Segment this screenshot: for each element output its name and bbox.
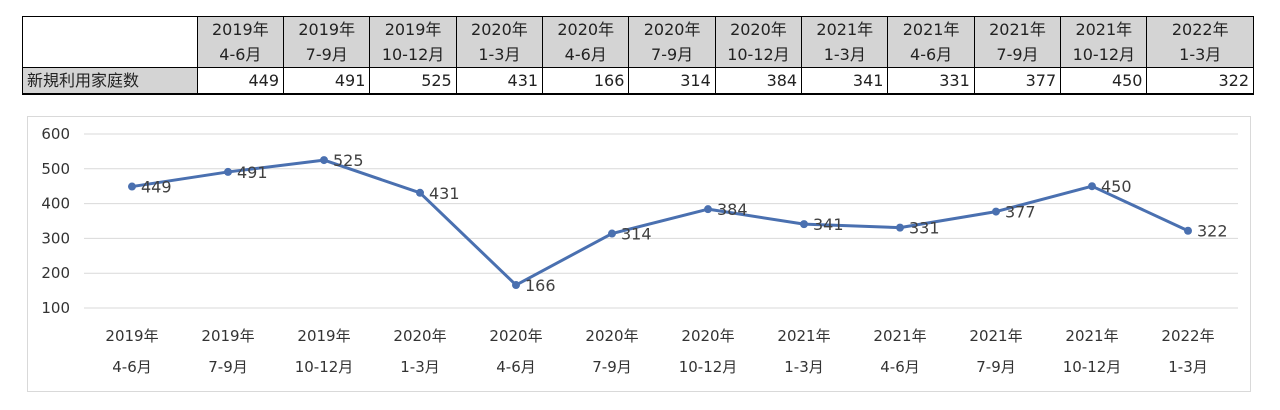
table-header-period: 4-6月 <box>887 42 975 68</box>
y-tick-label: 300 <box>41 229 70 247</box>
data-label: 377 <box>1005 203 1036 222</box>
table-cell-value: 491 <box>283 67 371 95</box>
table-cell-value: 377 <box>973 67 1062 95</box>
table-header-year: 2021年 <box>1060 16 1148 42</box>
table-header-year: 2019年 <box>283 16 371 42</box>
x-tick-label-period: 7-9月 <box>592 358 632 376</box>
table-cell-value: 449 <box>196 67 285 95</box>
x-tick-label-year: 2020年 <box>393 327 446 345</box>
table-corner-cell <box>22 16 198 68</box>
data-point <box>704 205 712 214</box>
data-label: 166 <box>525 276 556 295</box>
x-tick-label-period: 4-6月 <box>112 358 152 376</box>
table-header-period: 4-6月 <box>542 42 630 68</box>
data-label: 525 <box>333 151 364 170</box>
table-cell-value: 166 <box>542 67 630 95</box>
table-header-year: 2019年 <box>369 16 457 42</box>
table-header-period: 10-12月 <box>714 42 803 68</box>
data-point <box>1088 182 1096 191</box>
table-cell-value: 331 <box>887 67 975 95</box>
data-label: 331 <box>909 219 940 238</box>
data-label: 431 <box>429 184 460 203</box>
x-tick-label-year: 2019年 <box>201 327 254 345</box>
table-header-period: 7-9月 <box>628 42 716 68</box>
table-row-label: 新規利用家庭数 <box>22 67 198 95</box>
table-header-period: 10-12月 <box>1060 42 1148 68</box>
data-point <box>608 229 616 238</box>
series-line <box>131 158 1189 287</box>
table-cell-value: 525 <box>369 67 457 95</box>
x-tick-label-year: 2019年 <box>105 327 158 345</box>
data-point <box>224 167 232 176</box>
table-header-year: 2020年 <box>542 16 630 42</box>
x-tick-label-period: 7-9月 <box>208 358 248 376</box>
y-tick-label: 100 <box>41 299 70 317</box>
x-tick-label-period: 4-6月 <box>880 358 920 376</box>
table-header-year-row: 2019年 2019年 2019年 2020年 2020年 2020年 2020年 2021年… <box>22 16 1254 68</box>
table-header-period: 1-3月 <box>801 42 889 68</box>
data-label: 384 <box>717 200 748 219</box>
table-header-period-row: 4-6月 7-9月 10-12月 1-3月 4-6月 7-9月 10-12月 1-3月 4-6月… <box>23 42 1254 68</box>
table-header-year: 2022年 <box>1146 16 1254 42</box>
data-label: 322 <box>1197 222 1228 241</box>
x-tick-label-year: 2020年 <box>489 327 542 345</box>
y-tick-label: 400 <box>41 195 70 213</box>
data-label: 314 <box>621 225 652 244</box>
table-header-period: 4-6月 <box>196 42 285 68</box>
table-row: 新規利用家庭数 449 491 525 431 166 314 384 341 331 377 45… <box>22 67 1254 95</box>
table-cell-value: 431 <box>455 67 544 95</box>
table-cell-value: 322 <box>1146 67 1254 95</box>
table-header-year: 2020年 <box>455 16 544 42</box>
x-tick-label-period: 1-3月 <box>1168 358 1208 376</box>
data-point <box>416 188 424 197</box>
data-table: 2019年 2019年 2019年 2020年 2020年 2020年 2020年 2021年… <box>22 16 1254 95</box>
x-tick-label-year: 2022年 <box>1161 327 1214 345</box>
table-header-year: 2021年 <box>973 16 1062 42</box>
data-point <box>320 156 328 165</box>
x-tick-label-period: 1-3月 <box>784 358 824 376</box>
data-label: 491 <box>237 163 268 182</box>
line-chart: 100 200 300 400 500 600 2019年 4-6月 2019年 7-9月 2019… <box>27 116 1251 392</box>
x-tick-label-period: 4-6月 <box>496 358 536 376</box>
data-label: 449 <box>141 178 172 197</box>
table-header-period: 7-9月 <box>283 42 371 68</box>
x-tick-label-period: 10-12月 <box>295 358 354 376</box>
x-tick-label-period: 10-12月 <box>679 358 738 376</box>
table-header-period: 10-12月 <box>369 42 457 68</box>
table-header-period: 7-9月 <box>973 42 1062 68</box>
chart-plot: 100 200 300 400 500 600 2019年 4-6月 2019年 7-9月 2019… <box>41 125 1238 376</box>
x-tick-label-year: 2020年 <box>585 327 638 345</box>
x-tick-label-year: 2019年 <box>297 327 350 345</box>
x-tick-label-period: 1-3月 <box>400 358 440 376</box>
table-header-year: 2019年 <box>196 16 285 42</box>
table-header-year: 2021年 <box>887 16 975 42</box>
x-tick-label-year: 2021年 <box>873 327 926 345</box>
table-header-year: 2020年 <box>628 16 716 42</box>
x-tick-label-year: 2021年 <box>969 327 1022 345</box>
data-label: 450 <box>1101 177 1132 196</box>
data-label: 341 <box>813 215 844 234</box>
table-header-period: 1-3月 <box>455 42 544 68</box>
table-cell-value: 314 <box>628 67 716 95</box>
data-point <box>1184 226 1192 235</box>
table-cell-value: 450 <box>1060 67 1148 95</box>
data-point <box>800 220 808 229</box>
x-tick-label-period: 10-12月 <box>1063 358 1122 376</box>
table-header-year: 2021年 <box>801 16 889 42</box>
data-point <box>896 223 904 232</box>
table-header-year: 2020年 <box>714 16 803 42</box>
y-tick-label: 500 <box>41 160 70 178</box>
data-point <box>512 281 520 290</box>
y-tick-label: 600 <box>41 125 70 143</box>
data-point <box>128 182 136 191</box>
table-header-period: 1-3月 <box>1146 42 1254 68</box>
x-tick-label-year: 2021年 <box>777 327 830 345</box>
x-tick-label-year: 2020年 <box>681 327 734 345</box>
x-tick-label-year: 2021年 <box>1065 327 1118 345</box>
table-cell-value: 341 <box>801 67 889 95</box>
x-tick-label-period: 7-9月 <box>976 358 1016 376</box>
data-point <box>992 207 1000 216</box>
table-cell-value: 384 <box>714 67 803 95</box>
y-tick-label: 200 <box>41 264 70 282</box>
